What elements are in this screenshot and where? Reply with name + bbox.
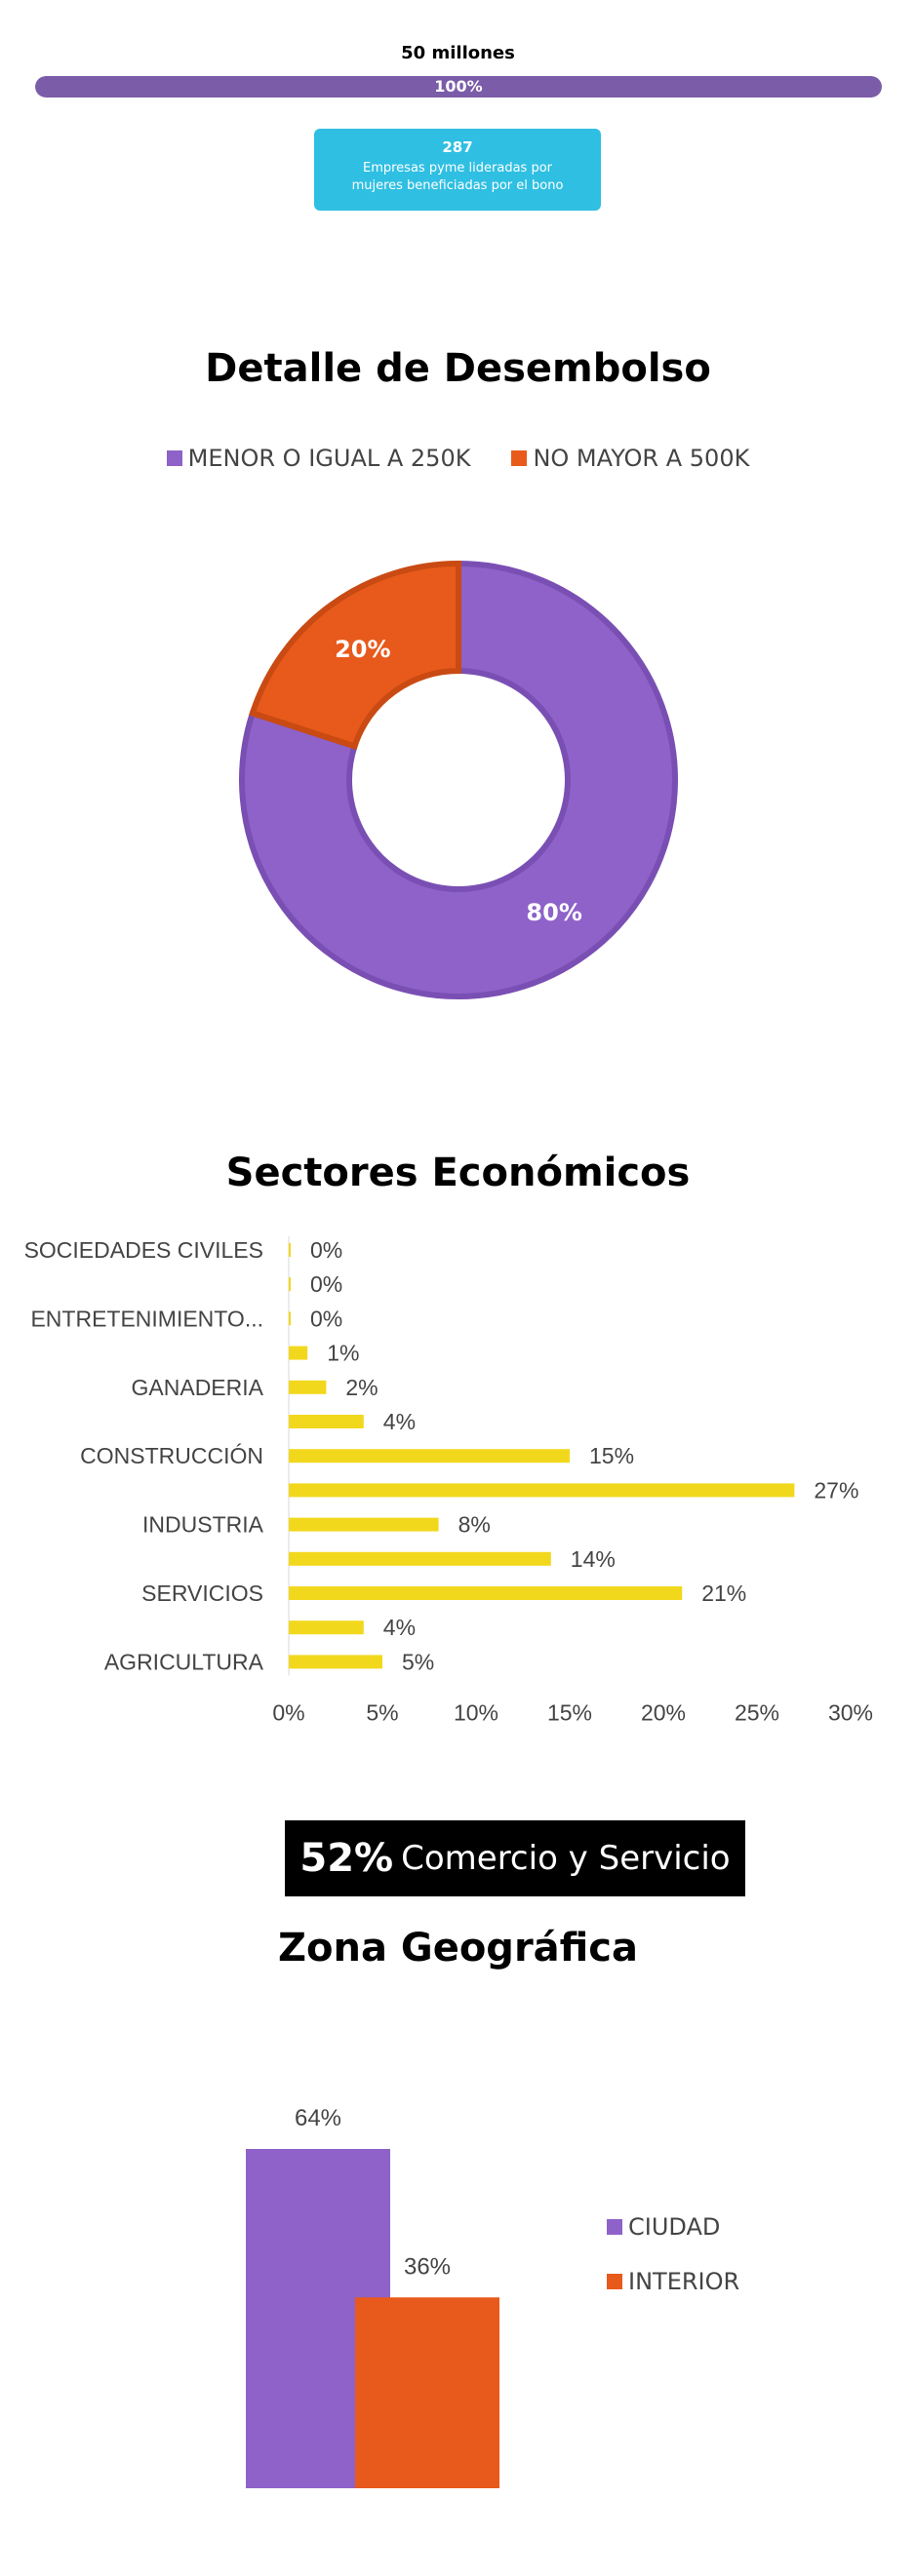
legend-swatch: [166, 450, 182, 466]
sector-data-label: 15%: [589, 1443, 634, 1468]
sector-data-label: 4%: [383, 1615, 416, 1640]
highlight-text: Comercio y Servicio: [401, 1839, 731, 1878]
sector-data-label: 5%: [402, 1649, 434, 1674]
geo-bar-interior: [355, 2297, 499, 2488]
sector-bar: [289, 1449, 570, 1464]
sector-data-label: 14%: [571, 1546, 616, 1572]
sector-data-label: 0%: [310, 1271, 342, 1297]
donut-legend: MENOR O IGUAL A 250K NO MAYOR A 500K: [0, 445, 916, 472]
sector-bar: [289, 1620, 364, 1635]
legend-item-menor: MENOR O IGUAL A 250K: [166, 445, 471, 472]
geo-bar-chart: 64% 36%: [246, 2105, 499, 2488]
sector-category-label: SOCIEDADES CIVILES: [24, 1237, 263, 1263]
sector-bar: [289, 1517, 439, 1532]
legend-label: CIUDAD: [628, 2213, 721, 2241]
donut-slice-2: [249, 560, 461, 751]
sector-bar: [289, 1586, 683, 1600]
donut-title: Detalle de Desembolso: [205, 346, 711, 391]
x-tick-label: 10%: [454, 1699, 498, 1725]
x-tick-label: 20%: [641, 1699, 686, 1725]
sector-category-label: INDUSTRIA: [142, 1512, 264, 1538]
progress-fill: [35, 76, 882, 98]
sector-bar: [289, 1380, 327, 1394]
legend-swatch: [511, 450, 528, 466]
legend-label: MENOR O IGUAL A 250K: [187, 445, 471, 472]
sector-data-label: 0%: [310, 1306, 342, 1331]
donut-data-label: 20%: [335, 636, 390, 663]
highlight-percent: 52%: [299, 1836, 394, 1881]
sector-data-label: 0%: [310, 1237, 342, 1263]
sector-data-label: 4%: [383, 1409, 416, 1434]
x-tick-label: 5%: [366, 1699, 398, 1725]
progress-bar: 100%: [35, 76, 882, 98]
sector-bar: [289, 1243, 291, 1257]
sector-bar: [289, 1415, 364, 1428]
sector-bar: [289, 1277, 291, 1292]
legend-swatch: [607, 2274, 622, 2289]
sector-category-label: AGRICULTURA: [104, 1649, 264, 1674]
x-tick-label: 30%: [828, 1699, 873, 1725]
legend-label: NO MAYOR A 500K: [533, 445, 750, 472]
legend-item-interior: INTERIOR: [607, 2268, 739, 2295]
sector-data-label: 2%: [345, 1375, 378, 1400]
sectors-title: Sectores Económicos: [225, 1151, 691, 1195]
x-tick-label: 15%: [547, 1699, 592, 1725]
legend-swatch: [607, 2219, 622, 2235]
progress-text: 100%: [434, 77, 483, 96]
sector-data-label: 1%: [327, 1341, 359, 1366]
donut-chart: 80% 20%: [239, 560, 678, 999]
geo-legend: CIUDAD INTERIOR: [607, 2213, 739, 2322]
sector-category-label: ENTRETENIMIENTO...: [30, 1306, 263, 1331]
sector-category-label: GANADERIA: [132, 1375, 264, 1400]
stat-number: 287: [442, 138, 473, 156]
sector-bar: [289, 1346, 308, 1360]
legend-item-no-mayor: NO MAYOR A 500K: [511, 445, 749, 472]
sector-bar: [289, 1483, 795, 1498]
sector-data-label: 8%: [458, 1512, 491, 1538]
stat-caption: Empresas pyme lideradas por mujeres bene…: [351, 161, 564, 193]
x-tick-label: 25%: [735, 1699, 779, 1725]
highlight-banner: 52% Comercio y Servicio: [285, 1820, 745, 1896]
legend-label: INTERIOR: [628, 2268, 740, 2295]
sector-bar: [289, 1311, 291, 1326]
geo-data-label: 36%: [404, 2253, 451, 2280]
donut-data-label: 80%: [526, 899, 581, 926]
sector-data-label: 27%: [814, 1477, 858, 1503]
legend-item-ciudad: CIUDAD: [607, 2213, 739, 2241]
sectors-bar-chart: 0% SOCIEDADES CIVILES 0% 0% ENTRETENIMIENTO.…: [24, 1236, 873, 1725]
sector-category-label: SERVICIOS: [141, 1581, 263, 1606]
sector-bar: [289, 1551, 551, 1566]
sector-category-label: CONSTRUCCIÓN: [80, 1443, 263, 1468]
geo-data-label: 64%: [295, 2105, 341, 2131]
budget-label: 50 millones: [401, 43, 515, 63]
sector-bar: [289, 1655, 382, 1669]
donut-slice-1: [239, 560, 678, 999]
stat-card: 287 Empresas pyme lideradas por mujeres …: [314, 129, 601, 211]
sector-data-label: 21%: [701, 1581, 746, 1606]
geo-title: Zona Geográfica: [277, 1926, 639, 1971]
x-tick-label: 0%: [272, 1699, 304, 1725]
